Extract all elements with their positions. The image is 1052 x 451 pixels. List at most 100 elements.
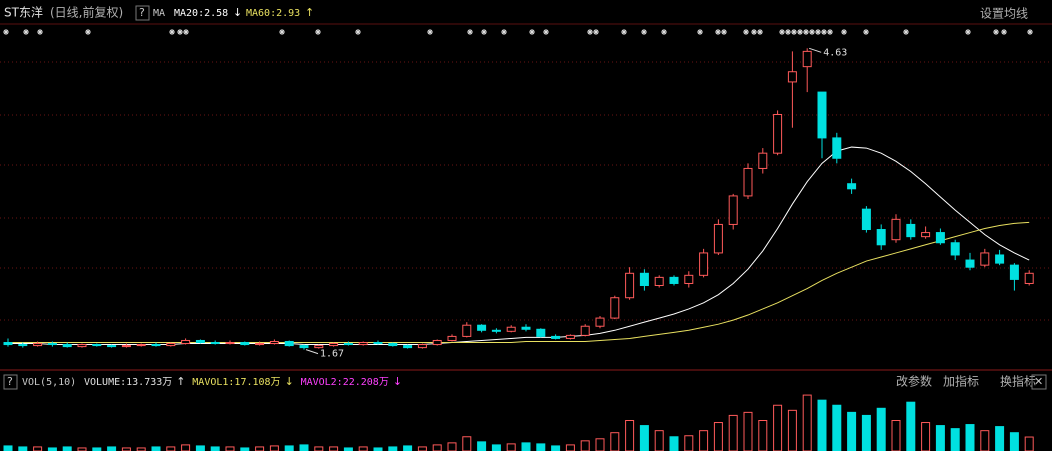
volume-bar [314,446,324,451]
candle-body [343,343,353,346]
switch-indicator-button[interactable]: 换指标 [1000,374,1036,389]
volume-bar [980,430,990,451]
candle-body [536,328,546,337]
vol-legend-arrow: ↓ [285,375,294,388]
candle-body [891,218,901,241]
signal-star [661,29,667,35]
candle-body [329,343,339,347]
volume-bar [995,426,1005,451]
ma60-label: MA60:2.93 [246,8,300,19]
volume-bar [595,438,605,451]
candle-body [669,276,679,284]
set-ma-button[interactable]: 设置均线 [980,7,1028,21]
signal-star [37,29,43,35]
candle-body [47,343,57,346]
signal-star [427,29,433,35]
signal-star [315,29,321,35]
signal-star [85,29,91,35]
candle-body [728,195,738,225]
help-box[interactable] [135,5,150,21]
volume-bar [802,394,812,451]
volume-bar [773,404,783,451]
signal-star [587,29,593,35]
volume-bar [861,414,871,451]
candle-body [388,343,398,347]
ma60-arrow: ↑ [305,6,314,19]
volume-bar [950,428,960,451]
candle-body [787,71,797,83]
stock-name: ST东洋 [4,5,43,20]
signal-star [715,29,721,35]
candle-body [817,91,827,139]
candle-body [773,113,783,154]
help[interactable]: ? [7,375,13,388]
candle-body [876,229,886,246]
signal-star [721,29,727,35]
volume-bar [477,441,487,451]
candle-body [151,344,161,347]
candle-body [403,345,413,349]
vol-title: VOL(5,10) [22,377,76,388]
volume-bar [284,445,294,451]
candle-body [373,342,383,345]
volume-bar [921,422,931,451]
candle-body [654,276,664,287]
help-box[interactable] [3,374,18,390]
volume-bar [210,446,220,451]
candle-body [136,344,146,347]
candle-body [861,208,871,231]
volume-bar [580,440,590,451]
volume-bar [699,430,709,451]
candle-body [462,324,472,337]
volume-bar [18,446,28,451]
vol-legend: MAVOL2:22.208万 [301,377,389,388]
volume-bar [462,436,472,451]
candle-body [417,344,427,349]
signal-star [3,29,9,35]
signal-star [791,29,797,35]
candle-body [491,329,501,332]
close-box[interactable] [1031,374,1047,390]
signal-star [827,29,833,35]
candle-body [240,342,250,346]
signal-star [593,29,599,35]
volume-bar [403,445,413,451]
close-button[interactable]: ✕ [1034,375,1043,388]
volume-bar [225,446,235,451]
signal-star [815,29,821,35]
volume-bar [417,446,427,451]
signal-star [481,29,487,35]
signal-star [23,29,29,35]
candle-body [92,344,102,347]
vol-legend-arrow: ↑ [176,375,185,388]
help[interactable]: ? [139,6,145,19]
volume-bar [669,436,679,451]
subtitle: (日线,前复权) [50,5,123,20]
volume-bar [62,446,72,451]
volume-bar [107,446,117,451]
candle-body [743,167,753,197]
candle-body [33,343,43,347]
edit-params-button[interactable]: 改参数 [896,374,932,389]
candle-body [995,254,1005,264]
volume-bar [195,445,205,451]
volume-bar [373,447,383,451]
annotation: 4.63 [823,47,847,58]
candle-body [965,259,975,268]
signal-star [803,29,809,35]
volume-bar [33,446,43,451]
volume-bar [255,446,265,451]
volume-bar [329,446,339,451]
signal-star [501,29,507,35]
signal-star [743,29,749,35]
signal-star [641,29,647,35]
candle-body [595,317,605,327]
candle-body [432,339,442,346]
candle-body [802,50,812,68]
add-indicator-button[interactable]: 加指标 [943,374,979,389]
volume-bar [758,420,768,451]
candle-body [713,223,723,254]
candle-body [62,344,72,348]
signal-star [757,29,763,35]
